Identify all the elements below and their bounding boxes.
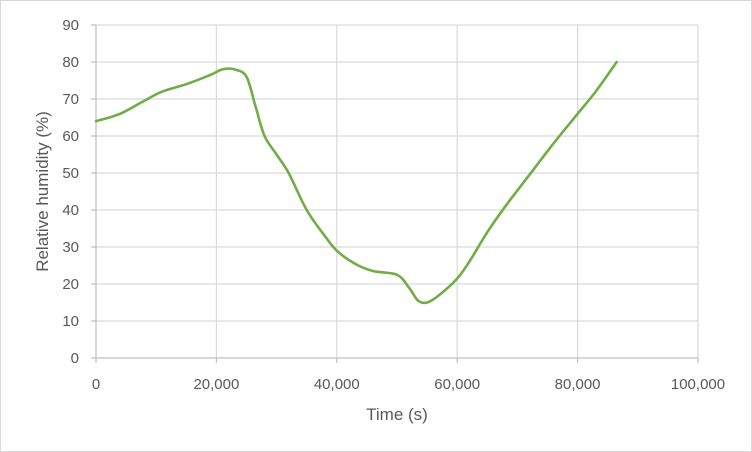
y-tick-label: 10 [62, 313, 79, 330]
y-tick-label: 80 [62, 54, 79, 71]
y-tick-label: 50 [62, 165, 79, 182]
x-tick-label: 100,000 [671, 376, 725, 393]
x-tick-label: 20,000 [193, 376, 239, 393]
y-tick-label: 20 [62, 276, 79, 293]
y-tick-label: 60 [62, 128, 79, 145]
gridlines [96, 24, 699, 358]
humidity-series-line [94, 60, 619, 305]
y-tick-label: 0 [71, 350, 79, 367]
x-tick-label: 40,000 [314, 376, 360, 393]
tick-labels: 0 10 20 30 40 50 60 70 80 90 0 20,000 40,000 60,000 80… [62, 17, 725, 393]
x-tick-label: 80,000 [555, 376, 601, 393]
y-tick-label: 30 [62, 239, 79, 256]
axes [91, 24, 699, 363]
x-tick-label: 60,000 [434, 376, 480, 393]
y-tick-label: 70 [62, 91, 79, 108]
y-axis-title: Relative humidity (%) [33, 111, 52, 272]
x-tick-label: 0 [92, 376, 100, 393]
series [94, 60, 619, 305]
y-tick-label: 40 [62, 202, 79, 219]
x-axis-title: Time (s) [366, 405, 428, 424]
y-tick-label: 90 [62, 17, 79, 34]
